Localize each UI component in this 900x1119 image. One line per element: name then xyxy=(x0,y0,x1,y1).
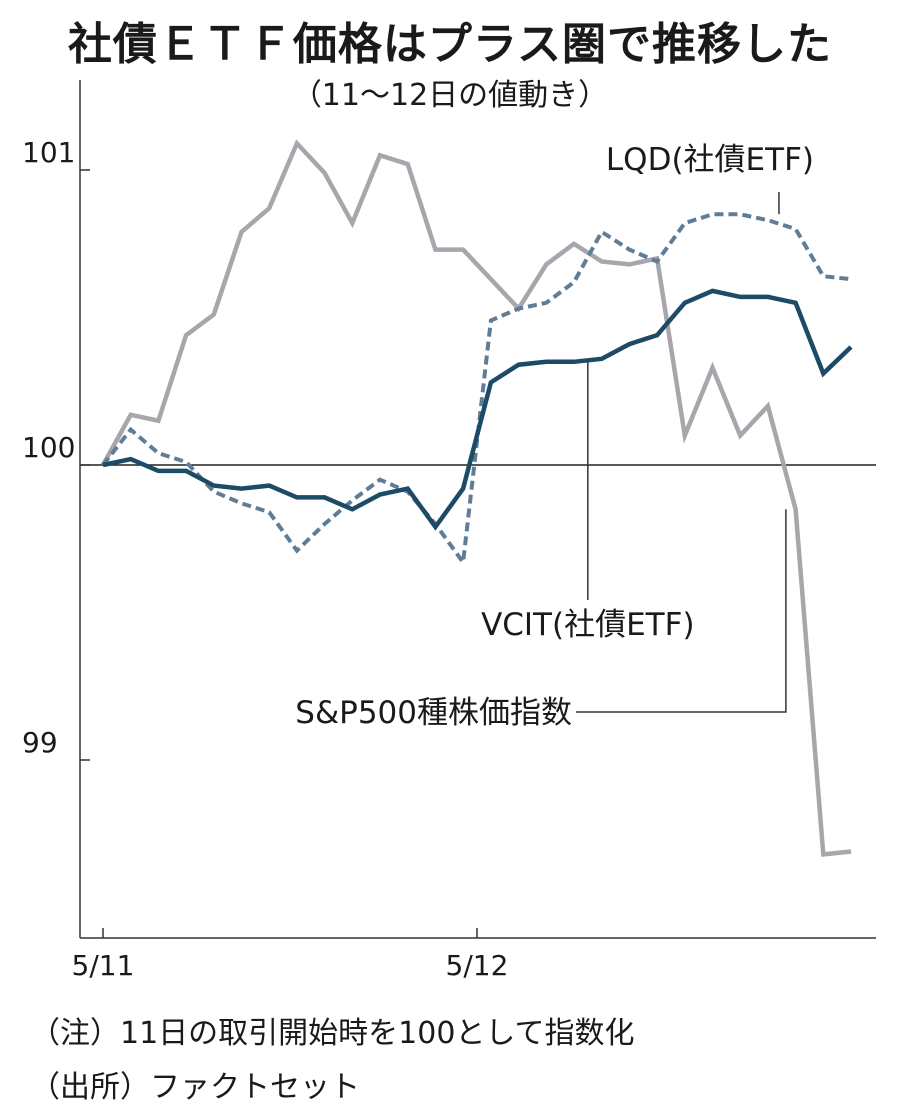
lqd-series-label: LQD(社債ETF) xyxy=(606,142,814,178)
x-tick-label: 5/12 xyxy=(446,949,509,982)
sp500-line xyxy=(101,139,852,857)
vcit-line xyxy=(102,288,853,531)
chart-title: 社債ＥＴＦ価格はプラス圏で推移した xyxy=(67,19,833,70)
chart-source: （出所）ファクトセット xyxy=(30,1070,360,1105)
vcit-series-label: VCIT(社債ETF) xyxy=(481,607,694,643)
sp500-leader-line xyxy=(576,509,787,713)
y-tick-label: 101 xyxy=(22,136,75,169)
chart-subtitle: （11〜12日の値動き） xyxy=(291,78,609,113)
y-tick-label: 100 xyxy=(22,431,75,464)
chart-note: （注）11日の取引開始時を100として指数化 xyxy=(30,1016,635,1051)
x-tick-label: 5/11 xyxy=(72,949,135,982)
sp500-series-label: S&P500種株価指数 xyxy=(295,695,572,731)
y-tick-label: 99 xyxy=(22,726,58,759)
